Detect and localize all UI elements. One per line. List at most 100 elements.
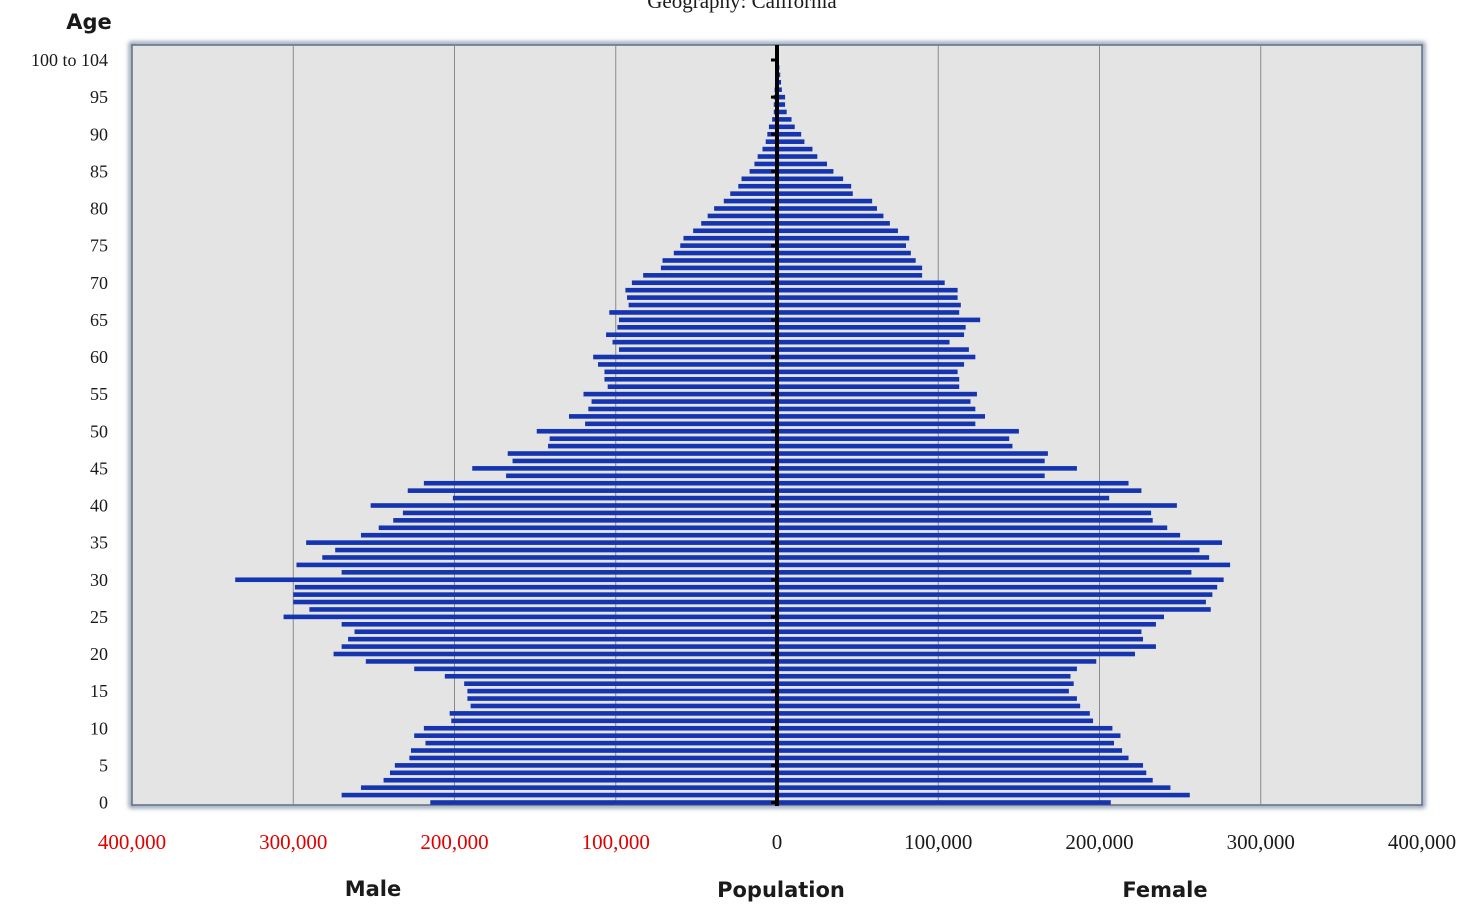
female-bar bbox=[777, 592, 1213, 597]
male-bar bbox=[765, 139, 777, 144]
male-bar bbox=[393, 518, 777, 523]
male-bar bbox=[593, 354, 777, 360]
female-bar bbox=[777, 518, 1153, 523]
male-bar bbox=[606, 332, 777, 338]
male-bar bbox=[512, 458, 777, 464]
female-bar bbox=[777, 451, 1048, 456]
male-bar bbox=[772, 117, 777, 122]
y-tick-label: 20 bbox=[90, 644, 108, 664]
female-bar bbox=[777, 295, 958, 300]
male-bar bbox=[370, 503, 777, 508]
male-bar bbox=[588, 406, 777, 412]
male-bar bbox=[680, 243, 777, 248]
x-tick-label: 100,000 bbox=[582, 830, 650, 854]
female-bar bbox=[777, 673, 1071, 679]
male-bar bbox=[585, 421, 777, 427]
male-bar bbox=[730, 191, 777, 196]
female-bar bbox=[777, 391, 977, 397]
female-bar bbox=[777, 332, 965, 338]
male-bar bbox=[607, 384, 777, 389]
male-bar bbox=[414, 666, 777, 672]
male-bar bbox=[714, 206, 777, 211]
female-bar bbox=[777, 109, 787, 115]
male-bar bbox=[754, 161, 777, 167]
male-bar bbox=[707, 213, 777, 219]
female-bar bbox=[777, 124, 795, 130]
x-tick-label: 0 bbox=[772, 830, 783, 854]
male-bar bbox=[598, 362, 777, 367]
x-tick-label: 200,000 bbox=[420, 830, 488, 854]
female-bar bbox=[777, 629, 1142, 635]
male-bar bbox=[693, 228, 777, 234]
female-bar bbox=[777, 800, 1111, 805]
male-bar bbox=[283, 614, 777, 620]
male-bar bbox=[335, 547, 777, 553]
female-bar bbox=[777, 436, 1010, 441]
male-bar bbox=[757, 154, 777, 159]
x-tick-labels: 400,000 300,000 200,000 100,000 0 100,000 200,… bbox=[98, 830, 1456, 854]
female-bar bbox=[777, 755, 1129, 761]
y-tick-label: 90 bbox=[90, 124, 108, 144]
y-axis-title: Age bbox=[66, 10, 112, 34]
x-axis-title: Population bbox=[717, 878, 845, 902]
male-bar bbox=[423, 480, 777, 486]
female-bar bbox=[777, 718, 1094, 724]
male-bar bbox=[296, 562, 777, 568]
male-bar bbox=[235, 577, 777, 583]
female-bar bbox=[777, 488, 1142, 493]
male-bar bbox=[425, 740, 777, 746]
female-bar bbox=[777, 221, 890, 226]
male-bar bbox=[701, 221, 777, 226]
y-tick-label: 0 bbox=[99, 793, 108, 813]
female-bar bbox=[777, 622, 1156, 627]
chart-subtitle: Geography: California bbox=[647, 0, 837, 13]
male-bar bbox=[683, 235, 777, 241]
male-bar bbox=[449, 711, 777, 716]
female-bar bbox=[777, 636, 1144, 642]
y-tick-label: 65 bbox=[90, 310, 108, 330]
female-bar bbox=[777, 302, 961, 308]
male-bar bbox=[643, 273, 777, 278]
male-bar bbox=[294, 584, 777, 590]
male-bar bbox=[383, 777, 777, 783]
male-bar bbox=[407, 488, 777, 493]
male-bar bbox=[414, 733, 777, 738]
male-bar bbox=[536, 428, 777, 434]
female-bar bbox=[777, 369, 958, 375]
male-bar bbox=[360, 532, 777, 538]
male-bar bbox=[768, 124, 777, 130]
female-label: Female bbox=[1122, 878, 1207, 902]
female-bar bbox=[777, 599, 1206, 605]
female-bar bbox=[777, 191, 853, 196]
female-bar bbox=[777, 510, 1152, 516]
male-bar bbox=[662, 258, 777, 263]
male-bar bbox=[749, 169, 777, 174]
male-bar bbox=[568, 414, 777, 419]
male-bar bbox=[467, 696, 777, 701]
y-tick-label: 60 bbox=[90, 347, 108, 367]
male-bar bbox=[341, 570, 777, 575]
y-tick-labels: 0 5 10 15 20 25 30 35 40 45 50 55 60 65 70 75 80 85 90 95 10… bbox=[31, 50, 108, 813]
female-bar bbox=[777, 711, 1090, 716]
male-bar bbox=[506, 473, 777, 479]
male-bar bbox=[673, 250, 777, 256]
male-bar bbox=[583, 391, 777, 397]
female-bar bbox=[777, 607, 1211, 612]
female-bar bbox=[777, 696, 1077, 701]
female-bar bbox=[777, 785, 1171, 790]
y-tick-label: 40 bbox=[90, 496, 108, 516]
female-bar bbox=[777, 733, 1121, 738]
male-bar bbox=[365, 659, 777, 664]
x-tick-label: 200,000 bbox=[1065, 830, 1133, 854]
male-bar bbox=[741, 176, 777, 182]
female-bar bbox=[777, 570, 1192, 575]
female-bar bbox=[777, 480, 1129, 486]
x-tick-label: 300,000 bbox=[1227, 830, 1295, 854]
y-tick-label: 100 to 104 bbox=[31, 50, 108, 70]
male-bar bbox=[472, 466, 777, 471]
female-bar bbox=[777, 473, 1045, 479]
female-bar bbox=[777, 235, 910, 241]
y-tick-label: 75 bbox=[90, 236, 108, 256]
female-bar bbox=[777, 117, 792, 122]
male-bar bbox=[617, 325, 777, 330]
